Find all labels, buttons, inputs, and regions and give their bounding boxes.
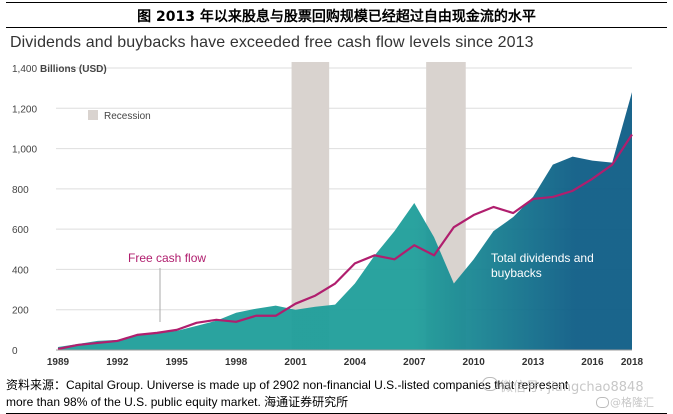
annotation-total-dividends-buybacks: Total dividends and bbox=[491, 251, 594, 265]
annotation-free-cash-flow: Free cash flow bbox=[128, 251, 206, 265]
header-top-rule bbox=[6, 2, 667, 3]
series-line-free-cash-flow bbox=[57, 133, 633, 351]
y-tick-label: 800 bbox=[12, 185, 29, 196]
x-tick-label: 2013 bbox=[522, 357, 545, 368]
x-tick-label: 2018 bbox=[621, 357, 644, 368]
x-tick-label: 2007 bbox=[403, 357, 426, 368]
weibo-icon bbox=[596, 397, 609, 408]
x-tick-label: 2004 bbox=[344, 357, 367, 368]
annotation-total-dividends-buybacks: buybacks bbox=[491, 266, 542, 280]
x-tick-label: 1992 bbox=[106, 357, 129, 368]
y-tick-label: 200 bbox=[12, 306, 29, 317]
y-axis-label: Billions (USD) bbox=[40, 64, 107, 75]
y-tick-label: 0 bbox=[12, 346, 18, 357]
report-header: 图 2013 年以来股息与股票回购规模已经超过自由现金流的水平 bbox=[0, 0, 673, 28]
watermark-wechat: 微信号: jiangchao8848 bbox=[500, 380, 644, 395]
x-tick-label: 1995 bbox=[166, 357, 189, 368]
series-area-total-dividends-buybacks bbox=[58, 92, 632, 351]
y-tick-label: 1,200 bbox=[12, 104, 37, 115]
legend-label-recession: Recession bbox=[104, 111, 151, 122]
source-line-1: 资料来源：Capital Group. Universe is made up … bbox=[6, 378, 569, 392]
watermark-brand: @格隆汇 bbox=[610, 396, 654, 409]
y-tick-label: 1,400 bbox=[12, 64, 37, 75]
y-tick-label: 1,000 bbox=[12, 145, 37, 156]
x-tick-label: 2010 bbox=[463, 357, 486, 368]
wechat-icon bbox=[482, 377, 498, 391]
figure-caption: 图 2013 年以来股息与股票回购规模已经超过自由现金流的水平 bbox=[137, 9, 536, 25]
x-tick-label: 1998 bbox=[225, 357, 248, 368]
x-tick-label: 2001 bbox=[284, 357, 307, 368]
source-line-2: more than 98% of the U.S. public equity … bbox=[6, 395, 349, 409]
x-tick-label: 1989 bbox=[47, 357, 70, 368]
legend-swatch-recession bbox=[88, 110, 98, 120]
y-tick-label: 400 bbox=[12, 265, 29, 276]
y-tick-label: 600 bbox=[12, 225, 29, 236]
chart-title: Dividends and buybacks have exceeded fre… bbox=[10, 34, 534, 51]
header-bottom-rule bbox=[6, 27, 667, 28]
x-tick-label: 2016 bbox=[581, 357, 604, 368]
